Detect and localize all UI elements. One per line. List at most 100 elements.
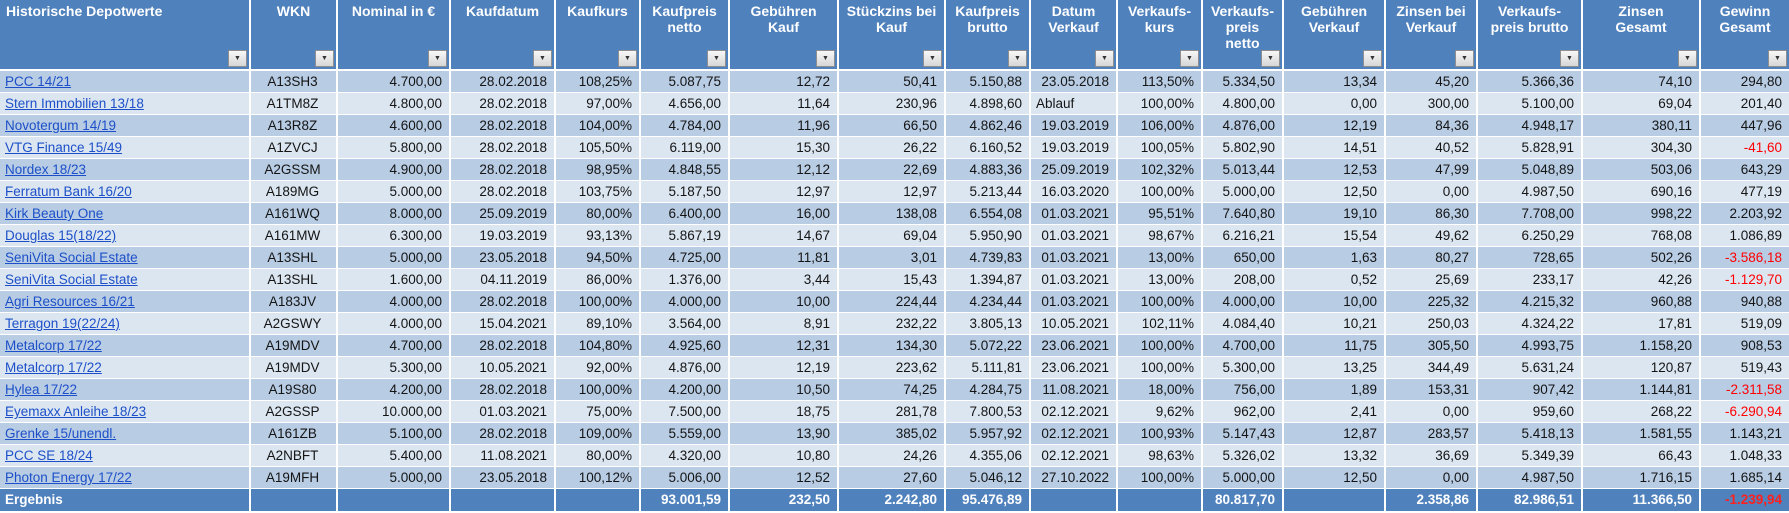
cell-stueckzins-kauf[interactable]: 224,44 <box>838 290 946 313</box>
cell-stueckzins-kauf[interactable]: 74,25 <box>838 378 946 401</box>
cell-datum-verkauf[interactable]: 23.05.2018 <box>1030 70 1118 93</box>
cell-stueckzins-kauf[interactable]: 22,69 <box>838 158 946 181</box>
cell-kaufpreis-brutto[interactable]: 4.898,60 <box>945 92 1031 115</box>
cell-gebuehren-kauf[interactable]: 12,72 <box>729 70 839 93</box>
cell-gewinn-gesamt[interactable]: 1.685,14 <box>1700 466 1789 489</box>
cell-datum-verkauf[interactable]: 02.12.2021 <box>1030 422 1118 445</box>
cell-gebuehren-kauf[interactable]: 12,31 <box>729 334 839 357</box>
cell-wkn[interactable]: A19S80 <box>250 378 338 401</box>
cell-verkaufspreis-brutto[interactable]: 5.349,39 <box>1477 444 1583 467</box>
cell-kaufpreis-netto[interactable]: 6.119,00 <box>640 136 730 159</box>
cell-verkaufspreis-netto[interactable]: 962,00 <box>1202 400 1284 423</box>
cell-verkaufskurs[interactable]: 100,00% <box>1117 466 1203 489</box>
cell-datum-verkauf[interactable]: 01.03.2021 <box>1030 202 1118 225</box>
cell-gebuehren-verkauf[interactable]: 14,51 <box>1283 136 1386 159</box>
cell-zinsen-verkauf[interactable]: 305,50 <box>1385 334 1478 357</box>
cell-verkaufspreis-netto[interactable]: 4.084,40 <box>1202 312 1284 335</box>
total-zinsen-verkauf[interactable]: 2.358,86 <box>1385 488 1478 511</box>
cell-wkn[interactable]: A161ZB <box>250 422 338 445</box>
cell-zinsen-gesamt[interactable]: 1.716,15 <box>1582 466 1701 489</box>
cell-depotwert[interactable]: Agri Resources 16/21 <box>0 290 251 313</box>
cell-depotwert[interactable]: VTG Finance 15/49 <box>0 136 251 159</box>
cell-zinsen-verkauf[interactable]: 86,30 <box>1385 202 1478 225</box>
cell-verkaufspreis-netto[interactable]: 7.640,80 <box>1202 202 1284 225</box>
cell-nominal[interactable]: 4.700,00 <box>337 334 451 357</box>
depot-link[interactable]: Douglas 15(18/22) <box>5 228 117 243</box>
cell-kaufkurs[interactable]: 80,00% <box>555 444 641 467</box>
cell-datum-verkauf[interactable]: 23.06.2021 <box>1030 356 1118 379</box>
cell-kaufdatum[interactable]: 28.02.2018 <box>450 180 556 203</box>
cell-kaufpreis-brutto[interactable]: 4.355,06 <box>945 444 1031 467</box>
cell-stueckzins-kauf[interactable]: 50,41 <box>838 70 946 93</box>
cell-gebuehren-kauf[interactable]: 11,96 <box>729 114 839 137</box>
filter-button-depotwert[interactable]: ▼ <box>228 50 247 67</box>
filter-button-stueckzins-kauf[interactable]: ▼ <box>923 50 942 67</box>
cell-kaufkurs[interactable]: 109,00% <box>555 422 641 445</box>
cell-verkaufskurs[interactable]: 95,51% <box>1117 202 1203 225</box>
cell-nominal[interactable]: 10.000,00 <box>337 400 451 423</box>
cell-zinsen-verkauf[interactable]: 36,69 <box>1385 444 1478 467</box>
cell-zinsen-gesamt[interactable]: 502,26 <box>1582 246 1701 269</box>
cell-kaufdatum[interactable]: 11.08.2021 <box>450 444 556 467</box>
cell-datum-verkauf[interactable]: 01.03.2021 <box>1030 246 1118 269</box>
cell-verkaufskurs[interactable]: 102,11% <box>1117 312 1203 335</box>
cell-gebuehren-kauf[interactable]: 16,00 <box>729 202 839 225</box>
cell-kaufkurs[interactable]: 86,00% <box>555 268 641 291</box>
cell-gebuehren-verkauf[interactable]: 12,50 <box>1283 180 1386 203</box>
cell-gebuehren-kauf[interactable]: 12,19 <box>729 356 839 379</box>
cell-kaufdatum[interactable]: 15.04.2021 <box>450 312 556 335</box>
cell-gebuehren-kauf[interactable]: 13,90 <box>729 422 839 445</box>
filter-button-zinsen-gesamt[interactable]: ▼ <box>1678 50 1697 67</box>
cell-gebuehren-verkauf[interactable]: 12,19 <box>1283 114 1386 137</box>
cell-kaufkurs[interactable]: 92,00% <box>555 356 641 379</box>
cell-gewinn-gesamt[interactable]: -6.290,94 <box>1700 400 1789 423</box>
cell-verkaufspreis-brutto[interactable]: 4.948,17 <box>1477 114 1583 137</box>
cell-wkn[interactable]: A189MG <box>250 180 338 203</box>
cell-kaufpreis-netto[interactable]: 4.784,00 <box>640 114 730 137</box>
cell-nominal[interactable]: 5.100,00 <box>337 422 451 445</box>
cell-stueckzins-kauf[interactable]: 281,78 <box>838 400 946 423</box>
cell-nominal[interactable]: 5.000,00 <box>337 180 451 203</box>
cell-gebuehren-kauf[interactable]: 12,12 <box>729 158 839 181</box>
cell-wkn[interactable]: A183JV <box>250 290 338 313</box>
cell-kaufdatum[interactable]: 23.05.2018 <box>450 466 556 489</box>
cell-verkaufspreis-netto[interactable]: 4.800,00 <box>1202 92 1284 115</box>
cell-kaufkurs[interactable]: 104,80% <box>555 334 641 357</box>
cell-depotwert[interactable]: Nordex 18/23 <box>0 158 251 181</box>
cell-stueckzins-kauf[interactable]: 223,62 <box>838 356 946 379</box>
cell-kaufdatum[interactable]: 28.02.2018 <box>450 334 556 357</box>
cell-gebuehren-verkauf[interactable]: 2,41 <box>1283 400 1386 423</box>
cell-gewinn-gesamt[interactable]: 908,53 <box>1700 334 1789 357</box>
cell-zinsen-gesamt[interactable]: 304,30 <box>1582 136 1701 159</box>
cell-zinsen-gesamt[interactable]: 17,81 <box>1582 312 1701 335</box>
cell-verkaufspreis-netto[interactable]: 5.000,00 <box>1202 180 1284 203</box>
cell-stueckzins-kauf[interactable]: 24,26 <box>838 444 946 467</box>
total-stueckzins-kauf[interactable]: 2.242,80 <box>838 488 946 511</box>
cell-verkaufskurs[interactable]: 100,00% <box>1117 92 1203 115</box>
depot-link[interactable]: Ferratum Bank 16/20 <box>5 184 132 199</box>
cell-nominal[interactable]: 5.000,00 <box>337 466 451 489</box>
cell-depotwert[interactable]: Photon Energy 17/22 <box>0 466 251 489</box>
filter-button-gewinn-gesamt[interactable]: ▼ <box>1768 50 1787 67</box>
cell-kaufpreis-netto[interactable]: 4.848,55 <box>640 158 730 181</box>
cell-kaufkurs[interactable]: 100,00% <box>555 378 641 401</box>
cell-gewinn-gesamt[interactable]: 519,43 <box>1700 356 1789 379</box>
cell-zinsen-verkauf[interactable]: 45,20 <box>1385 70 1478 93</box>
cell-verkaufskurs[interactable]: 100,00% <box>1117 180 1203 203</box>
cell-verkaufskurs[interactable]: 13,00% <box>1117 246 1203 269</box>
cell-zinsen-gesamt[interactable]: 998,22 <box>1582 202 1701 225</box>
cell-datum-verkauf[interactable]: Ablauf <box>1030 92 1118 115</box>
cell-gebuehren-verkauf[interactable]: 11,75 <box>1283 334 1386 357</box>
cell-kaufkurs[interactable]: 103,75% <box>555 180 641 203</box>
cell-gebuehren-verkauf[interactable]: 0,52 <box>1283 268 1386 291</box>
cell-kaufkurs[interactable]: 105,50% <box>555 136 641 159</box>
cell-verkaufspreis-brutto[interactable]: 5.100,00 <box>1477 92 1583 115</box>
cell-gebuehren-verkauf[interactable]: 12,87 <box>1283 422 1386 445</box>
depot-link[interactable]: Terragon 19(22/24) <box>5 316 120 331</box>
cell-kaufpreis-netto[interactable]: 4.000,00 <box>640 290 730 313</box>
cell-gewinn-gesamt[interactable]: 519,09 <box>1700 312 1789 335</box>
cell-gebuehren-verkauf[interactable]: 10,21 <box>1283 312 1386 335</box>
depot-link[interactable]: Metalcorp 17/22 <box>5 338 102 353</box>
cell-nominal[interactable]: 4.800,00 <box>337 92 451 115</box>
cell-gewinn-gesamt[interactable]: 477,19 <box>1700 180 1789 203</box>
